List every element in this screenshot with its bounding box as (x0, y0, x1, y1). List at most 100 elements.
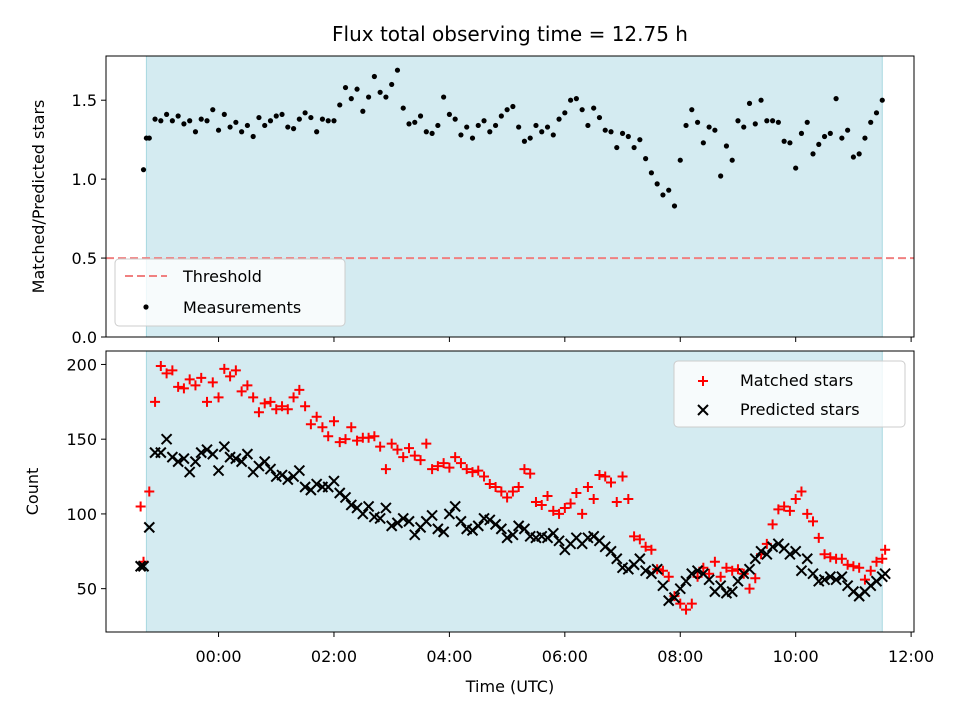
data-point (310, 478, 323, 490)
data-point (648, 170, 655, 176)
data-point (700, 140, 706, 146)
data-point (714, 579, 727, 592)
data-point (169, 118, 175, 124)
data-point (152, 116, 158, 122)
data-point (602, 127, 608, 133)
data-point (856, 151, 862, 157)
data-point (706, 124, 712, 130)
data-point (640, 541, 651, 552)
data-point (143, 521, 155, 534)
data-point (824, 570, 837, 583)
data-point (862, 135, 868, 141)
data-point (345, 499, 357, 511)
data-point (496, 486, 507, 497)
data-point (654, 181, 660, 187)
series-measurements (140, 67, 885, 209)
data-point (265, 396, 276, 407)
legend-matched-swatch (698, 376, 708, 386)
data-point (808, 516, 818, 527)
data-point (406, 121, 412, 127)
data-point (184, 374, 195, 385)
series-predicted-stars (134, 433, 891, 607)
data-point (787, 140, 793, 146)
data-point (573, 96, 579, 102)
data-point (146, 135, 152, 141)
data-point (236, 386, 247, 397)
data-point (259, 398, 270, 409)
data-point (873, 110, 880, 116)
data-point (565, 498, 576, 509)
data-point (215, 127, 222, 133)
data-point (554, 508, 565, 519)
data-point (715, 571, 726, 582)
data-point (446, 111, 452, 118)
data-point (718, 173, 724, 179)
data-point (784, 505, 795, 516)
data-point (770, 118, 776, 124)
data-point (432, 461, 443, 472)
data-point (689, 107, 695, 113)
data-point (542, 490, 553, 501)
data-point (290, 126, 297, 132)
ratio-panel: 0.0 0.5 1.0 1.5 Matched/Predicted stars Thres… (29, 55, 915, 347)
data-point (409, 529, 421, 541)
data-point (380, 502, 392, 514)
data-point (830, 573, 842, 586)
data-point (571, 487, 582, 498)
data-point (348, 96, 354, 102)
data-point (328, 416, 339, 427)
data-point (703, 573, 715, 586)
data-point (484, 479, 495, 490)
data-point (360, 108, 366, 114)
data-point (383, 94, 389, 100)
data-point (789, 545, 802, 557)
data-point (773, 504, 784, 515)
data-point (807, 567, 819, 580)
data-point (865, 565, 876, 576)
data-point (375, 441, 386, 452)
data-point (392, 444, 403, 455)
data-point (495, 523, 508, 535)
data-point (793, 165, 799, 171)
y-axis-label: Matched/Predicted stars (29, 100, 48, 294)
data-point (178, 383, 189, 394)
data-point (821, 133, 828, 140)
data-point (813, 532, 824, 543)
legend-predicted-swatch (697, 404, 709, 416)
x-tick-label: 02:00 (311, 647, 357, 666)
data-point (339, 491, 352, 504)
data-point (458, 132, 464, 138)
data-point (639, 565, 652, 577)
data-point (354, 86, 360, 92)
data-point (386, 438, 397, 449)
data-point (207, 377, 218, 388)
data-point (548, 505, 559, 516)
data-point (218, 440, 231, 453)
data-point (544, 124, 551, 130)
data-point (743, 563, 756, 575)
data-point (629, 531, 640, 542)
data-point (686, 598, 697, 609)
legend-box (114, 258, 346, 327)
data-point (311, 411, 322, 422)
data-point (271, 404, 282, 415)
data-point (202, 396, 212, 407)
data-point (328, 475, 340, 487)
data-point (183, 466, 196, 478)
data-point (144, 486, 155, 497)
data-point (525, 468, 536, 479)
data-point (195, 446, 207, 459)
data-point (854, 562, 865, 573)
data-point (723, 143, 730, 149)
data-point (666, 187, 672, 193)
data-point (385, 520, 398, 532)
data-point (596, 114, 603, 121)
data-point (746, 100, 753, 106)
data-point (732, 575, 744, 587)
data-point (516, 124, 522, 130)
data-point (490, 482, 501, 493)
data-point (568, 97, 574, 103)
data-point (204, 118, 210, 124)
data-point (357, 508, 369, 520)
legend-measurements-label: Measurements (183, 298, 301, 317)
